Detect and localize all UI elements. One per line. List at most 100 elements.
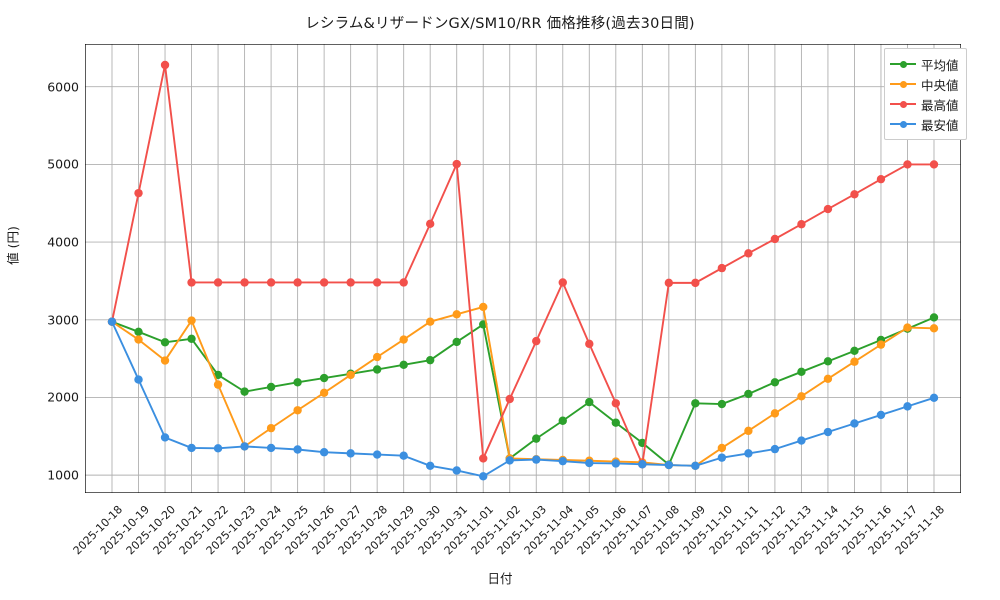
- series-point: [399, 335, 408, 344]
- legend-label: 中央値: [921, 77, 959, 93]
- series-point: [452, 466, 461, 475]
- series-point: [293, 445, 302, 454]
- legend-swatch-icon: [890, 78, 916, 90]
- series-point: [585, 397, 594, 407]
- series-point: [717, 453, 727, 462]
- series-point: [372, 352, 382, 362]
- series-point: [160, 356, 170, 365]
- series-point: [558, 278, 567, 287]
- series-point: [823, 357, 833, 366]
- series-point: [797, 367, 806, 377]
- series-point: [903, 402, 912, 411]
- y-tick-label: 2000: [47, 389, 79, 405]
- chart-title: レシラム&リザードンGX/SM10/RR 価格推移(過去30日間): [305, 16, 695, 32]
- series-point: [532, 336, 541, 346]
- legend-item[interactable]: 平均値: [890, 54, 959, 74]
- series-point: [293, 278, 302, 287]
- series-point: [134, 375, 143, 384]
- series-point: [744, 249, 753, 258]
- y-axis-tick-labels: 1000 2000 3000 4000 5000 6000: [27, 44, 79, 493]
- series-line: [111, 316, 935, 466]
- series-point: [850, 357, 859, 366]
- series-point: [903, 160, 912, 169]
- series-point: [266, 443, 276, 453]
- series-point: [425, 461, 435, 471]
- series-point: [850, 419, 859, 428]
- series-point: [929, 324, 939, 333]
- series-line: [111, 64, 935, 466]
- legend-item[interactable]: 最高値: [890, 94, 959, 114]
- series-point: [160, 60, 170, 70]
- series-point: [479, 302, 488, 312]
- legend-swatch-icon: [890, 58, 916, 70]
- series-point: [134, 188, 143, 198]
- legend-item[interactable]: 最安値: [890, 114, 959, 134]
- series-point: [823, 427, 833, 437]
- series-point: [372, 278, 382, 287]
- series-point: [876, 340, 886, 349]
- y-tick-label: 3000: [47, 312, 79, 328]
- plot-area: [85, 44, 961, 493]
- series-point: [266, 278, 276, 287]
- series-point: [505, 456, 514, 465]
- series-point: [372, 450, 382, 459]
- series-point: [744, 449, 753, 458]
- series-point: [558, 456, 567, 466]
- series-point: [638, 460, 647, 469]
- series-point: [399, 360, 408, 370]
- series-point: [797, 392, 806, 401]
- series-point: [611, 399, 621, 408]
- y-tick-label: 1000: [47, 467, 79, 483]
- series-point: [691, 278, 700, 288]
- series-point: [558, 416, 567, 425]
- series-point: [425, 355, 435, 365]
- series-point: [452, 337, 461, 347]
- x-axis-label: 日付: [487, 571, 513, 586]
- chart-legend: 平均値中央値 最高値最安値: [884, 48, 967, 140]
- series-point: [346, 449, 355, 458]
- series-point: [187, 334, 196, 343]
- series-line: [111, 306, 935, 467]
- series-point: [425, 219, 435, 229]
- series-point: [903, 323, 912, 332]
- series-point: [532, 434, 541, 443]
- series-point: [452, 159, 461, 169]
- series-point: [929, 393, 939, 403]
- legend-item[interactable]: 中央値: [890, 74, 959, 94]
- series-point: [850, 190, 859, 199]
- series-point: [585, 458, 594, 468]
- legend-label: 最安値: [921, 117, 959, 133]
- y-tick-label: 5000: [47, 156, 79, 172]
- series-point: [425, 317, 435, 326]
- series-point: [744, 426, 753, 436]
- series-point: [319, 388, 329, 397]
- series-point: [532, 455, 541, 464]
- series-point: [372, 365, 382, 374]
- series-point: [876, 410, 886, 420]
- series-point: [479, 454, 488, 463]
- series-point: [213, 370, 223, 380]
- series-point: [213, 278, 223, 287]
- series-point: [691, 399, 700, 408]
- series-point: [452, 310, 461, 319]
- series-point: [293, 406, 302, 415]
- series-point: [717, 443, 727, 453]
- series-point: [160, 433, 170, 442]
- series-point: [664, 278, 674, 288]
- series-point: [319, 448, 329, 457]
- series-point: [213, 380, 223, 389]
- series-point: [319, 278, 329, 287]
- series-point: [319, 373, 329, 383]
- series-point: [293, 378, 302, 387]
- series-point: [213, 444, 223, 453]
- series-point: [823, 204, 833, 214]
- series-point: [187, 316, 196, 325]
- y-tick-label: 6000: [47, 79, 79, 95]
- series-point: [744, 389, 753, 399]
- series-point: [240, 442, 249, 451]
- series-point: [797, 220, 806, 229]
- series-point: [717, 263, 727, 273]
- series-point: [797, 436, 806, 445]
- series-line: [111, 320, 935, 478]
